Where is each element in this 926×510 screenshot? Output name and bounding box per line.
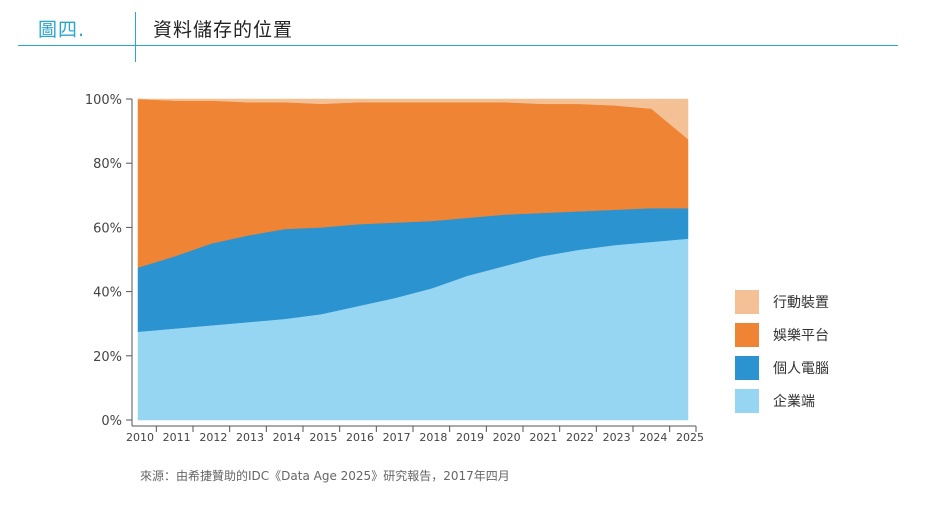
legend-label: 娛樂平台 (773, 328, 829, 344)
y-tick-label: 20% (93, 350, 122, 365)
y-tick-label: 100% (85, 93, 122, 108)
legend-swatch (735, 389, 759, 413)
legend-label: 個人電腦 (773, 361, 829, 377)
x-tick-label: 2021 (529, 431, 557, 444)
x-tick-label: 2024 (639, 431, 667, 444)
x-tick-label: 2019 (456, 431, 484, 444)
legend: 行動裝置 娛樂平台 個人電腦 企業端 (735, 290, 829, 422)
legend-item-pc: 個人電腦 (735, 356, 829, 380)
y-tick-label: 40% (93, 286, 122, 301)
header-divider (135, 12, 136, 62)
legend-item-mobile: 行動裝置 (735, 290, 829, 314)
x-tick-label: 2017 (383, 431, 411, 444)
header-rule (18, 45, 898, 46)
legend-item-enterprise: 企業端 (735, 389, 829, 413)
x-tick-label: 2013 (236, 431, 264, 444)
legend-label: 行動裝置 (773, 295, 829, 311)
source-note: 來源：由希捷贊助的IDC《Data Age 2025》研究報告，2017年四月 (140, 469, 510, 483)
legend-item-entertainment: 娛樂平台 (735, 323, 829, 347)
y-tick-label: 60% (93, 221, 122, 236)
legend-swatch (735, 290, 759, 314)
x-tick-label: 2014 (273, 431, 301, 444)
area-series-3 (137, 98, 689, 140)
x-tick-label: 2011 (163, 431, 191, 444)
x-tick-label: 2012 (199, 431, 227, 444)
x-tick-label: 2023 (603, 431, 631, 444)
y-tick-label: 0% (101, 414, 122, 429)
x-tick-label: 2018 (419, 431, 447, 444)
legend-swatch (735, 323, 759, 347)
chart-title: 資料儲存的位置 (153, 19, 294, 41)
legend-swatch (735, 356, 759, 380)
x-tick-label: 2015 (309, 431, 337, 444)
x-tick-label: 2016 (346, 431, 374, 444)
x-tick-label: 2022 (566, 431, 594, 444)
y-tick-label: 80% (93, 157, 122, 172)
figure-label: 圖四. (38, 19, 86, 41)
legend-label: 企業端 (773, 394, 815, 410)
x-tick-label: 2025 (676, 431, 704, 444)
x-tick-label: 2020 (493, 431, 521, 444)
x-tick-label: 2010 (126, 431, 154, 444)
